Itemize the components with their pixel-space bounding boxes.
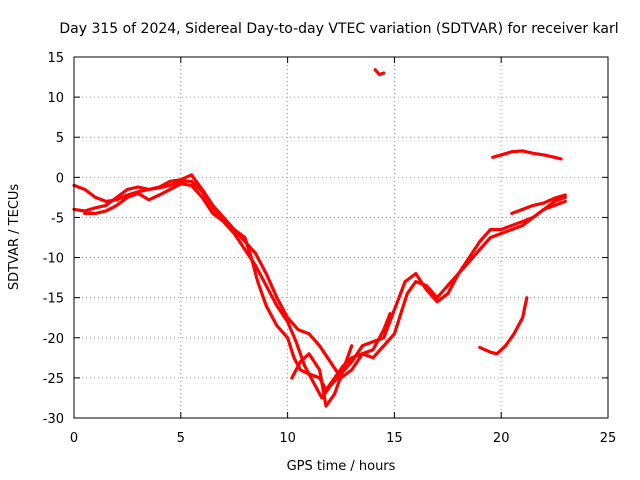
y-tick-label: -5 [51,211,64,226]
x-tick-label: 25 [600,431,617,446]
series-trace-a [72,173,567,392]
x-tick-label: 0 [70,431,78,446]
y-tick-label: -25 [43,372,64,387]
x-axis-label: GPS time / hours [287,459,396,474]
x-tick-label: 15 [386,431,403,446]
y-tick-label: -10 [43,252,64,267]
axis-ticks [73,56,609,419]
x-tick-label: 20 [493,431,510,446]
y-tick-label: -30 [43,412,64,427]
y-tick-label: 15 [47,51,64,66]
plot-frame [73,56,609,419]
x-tick-labels: 0 5 10 15 20 25 [70,431,616,446]
series-trace-c [83,182,392,380]
series-trace-e [373,68,386,77]
series-trace-g [478,296,529,356]
y-tick-label: 10 [47,91,64,106]
series-trace-b [72,179,567,400]
y-tick-label: -20 [43,332,64,347]
y-tick-label: 5 [56,131,64,146]
y-tick-labels: -30 -25 -20 -15 -10 -5 0 5 10 15 [43,51,64,427]
grid [74,57,608,418]
y-tick-label: 0 [56,171,64,186]
x-tick-label: 10 [279,431,296,446]
chart-title: Day 315 of 2024, Sidereal Day-to-day VTE… [59,21,618,37]
y-tick-label: -15 [43,292,64,307]
series-trace-d [290,344,354,408]
x-tick-label: 5 [177,431,185,446]
series-trace-h [510,193,567,215]
y-axis-label: SDTVAR / TECUs [7,184,22,291]
series-layer [72,68,567,408]
series-trace-f [491,149,563,161]
